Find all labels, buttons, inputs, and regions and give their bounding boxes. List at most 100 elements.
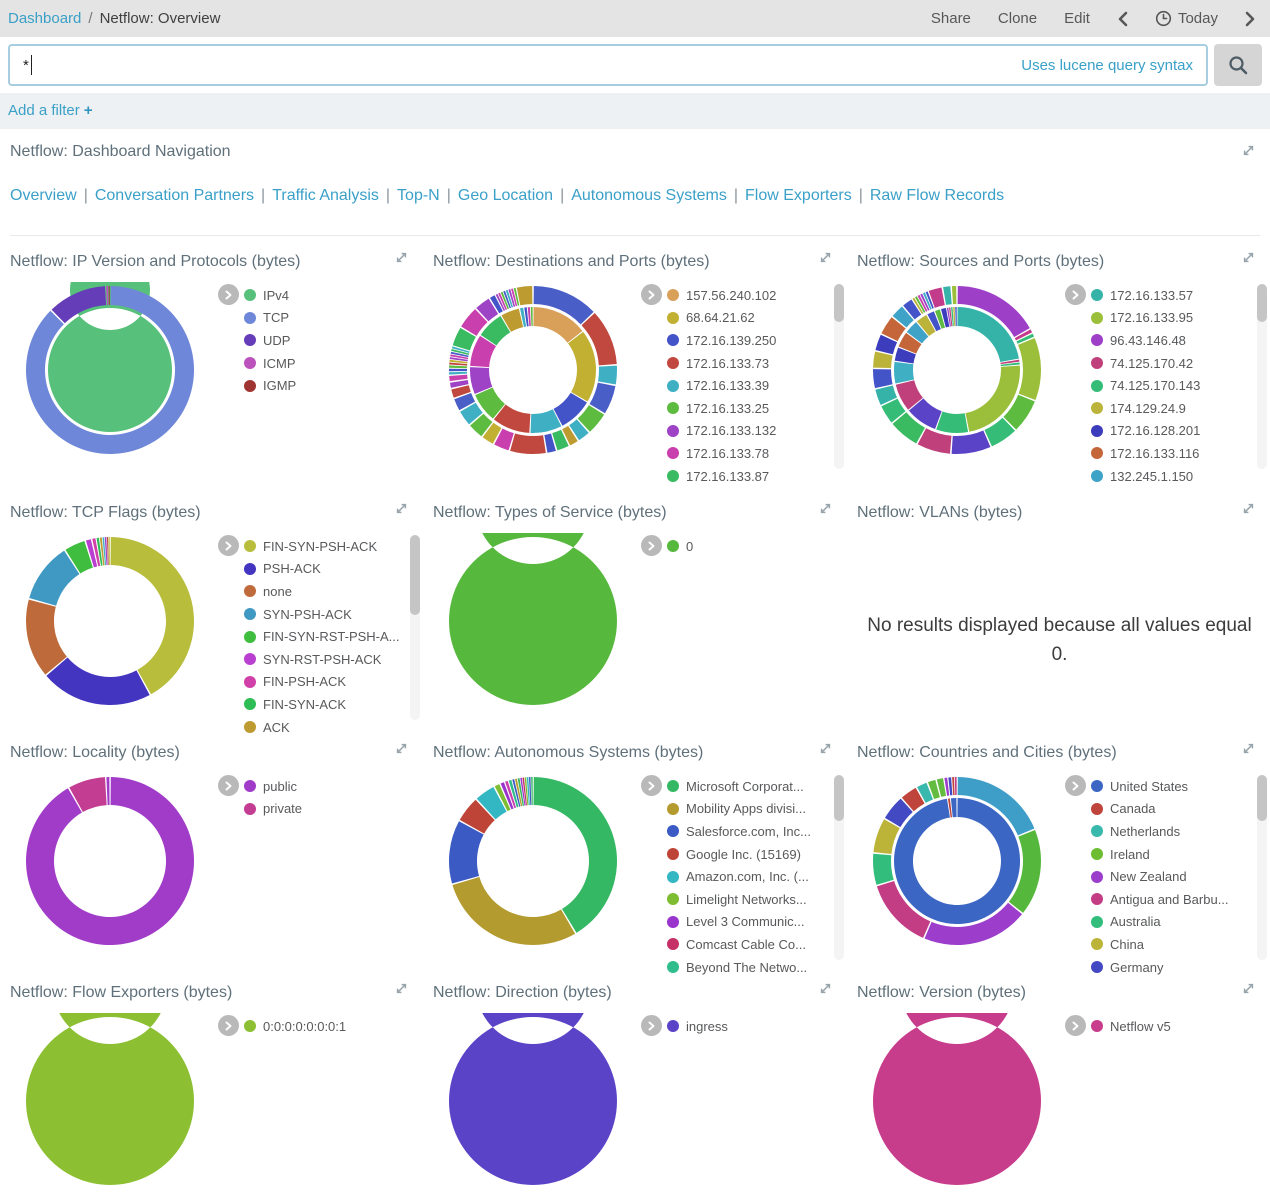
legend-item[interactable]: UDP xyxy=(244,329,296,352)
nav-link-overview[interactable]: Overview xyxy=(10,187,77,204)
legend-item[interactable]: Google Inc. (15169) xyxy=(667,843,811,866)
legend-item[interactable]: FIN-PSH-ACK xyxy=(244,671,400,694)
nav-link-traffic-analysis[interactable]: Traffic Analysis xyxy=(272,187,379,204)
nav-link-conversation-partners[interactable]: Conversation Partners xyxy=(94,187,255,204)
legend-item[interactable]: 172.16.133.78 xyxy=(667,442,776,465)
legend-scrollbar[interactable] xyxy=(410,535,420,720)
legend-item[interactable]: none xyxy=(244,580,400,603)
legend-item[interactable]: private xyxy=(244,798,302,821)
legend-scrollbar[interactable] xyxy=(1257,284,1267,469)
legend-item[interactable]: Australia xyxy=(1091,911,1229,934)
legend-item[interactable]: FIN-SYN-PSH-ACK xyxy=(244,535,400,558)
nav-link-flow-exporters[interactable]: Flow Exporters xyxy=(745,187,852,204)
legend-item[interactable]: TCP xyxy=(244,307,296,330)
legend-item[interactable]: SYN-RST-PSH-ACK xyxy=(244,648,400,671)
legend-item[interactable]: FIN-SYN-ACK xyxy=(244,693,400,716)
legend-item[interactable]: 172.16.128.201 xyxy=(1091,420,1200,443)
legend-toggle-icon[interactable] xyxy=(218,284,239,305)
legend-item[interactable]: SYN-PSH-ACK xyxy=(244,603,400,626)
scrollbar-thumb[interactable] xyxy=(834,775,844,821)
legend-item[interactable]: Limelight Networks... xyxy=(667,888,811,911)
legend-item[interactable]: Netherlands xyxy=(1091,820,1229,843)
legend-item[interactable]: 0:0:0:0:0:0:0:1 xyxy=(244,1015,346,1038)
donut-chart[interactable] xyxy=(22,533,198,709)
expand-icon[interactable] xyxy=(394,250,409,265)
legend-scrollbar[interactable] xyxy=(834,775,844,960)
legend-item[interactable]: Antigua and Barbu... xyxy=(1091,888,1229,911)
expand-icon[interactable] xyxy=(818,501,833,516)
nav-link-top-n[interactable]: Top-N xyxy=(397,187,440,204)
legend-item[interactable]: FIN-SYN-RST-PSH-A... xyxy=(244,625,400,648)
legend-item[interactable]: IPv4 xyxy=(244,284,296,307)
legend-item[interactable]: 174.129.24.9 xyxy=(1091,397,1200,420)
legend-item[interactable]: 172.16.133.132 xyxy=(667,420,776,443)
legend-item[interactable]: Amazon.com, Inc. (... xyxy=(667,865,811,888)
donut-chart[interactable] xyxy=(445,282,621,458)
legend-item[interactable]: Salesforce.com, Inc... xyxy=(667,820,811,843)
legend-item[interactable]: 172.16.133.73 xyxy=(667,352,776,375)
legend-item[interactable]: Microsoft Corporat... xyxy=(667,775,811,798)
legend-item[interactable]: 172.16.133.25 xyxy=(667,397,776,420)
legend-item[interactable]: 172.16.133.57 xyxy=(1091,284,1200,307)
legend-item[interactable]: 0 xyxy=(667,535,693,558)
legend-item[interactable]: 132.245.1.150 xyxy=(1091,465,1200,488)
nav-link-autonomous-systems[interactable]: Autonomous Systems xyxy=(571,187,727,204)
add-filter-button[interactable]: Add a filter + xyxy=(8,102,93,119)
edit-button[interactable]: Edit xyxy=(1064,10,1090,27)
legend-item[interactable]: Beyond The Netwo... xyxy=(667,956,811,979)
expand-icon[interactable] xyxy=(818,981,833,996)
legend-item[interactable]: 68.64.21.62 xyxy=(667,307,776,330)
legend-item[interactable]: ACK xyxy=(244,716,400,739)
donut-chart[interactable] xyxy=(22,773,198,949)
legend-item[interactable]: 157.56.240.102 xyxy=(667,284,776,307)
scrollbar-thumb[interactable] xyxy=(410,535,420,615)
share-button[interactable]: Share xyxy=(930,10,971,27)
search-input[interactable]: * Uses lucene query syntax xyxy=(8,44,1208,86)
time-picker-today-button[interactable]: Today xyxy=(1155,10,1218,27)
legend-item[interactable]: ingress xyxy=(667,1015,728,1038)
nav-link-geo-location[interactable]: Geo Location xyxy=(457,187,554,204)
legend-item[interactable]: China xyxy=(1091,933,1229,956)
search-button[interactable] xyxy=(1214,44,1262,86)
nav-link-raw-flow-records[interactable]: Raw Flow Records xyxy=(869,187,1005,204)
expand-icon[interactable] xyxy=(394,501,409,516)
legend-item[interactable]: 172.16.133.39 xyxy=(667,374,776,397)
expand-icon[interactable] xyxy=(1241,981,1256,996)
legend-item[interactable]: 74.125.170.143 xyxy=(1091,374,1200,397)
legend-item[interactable]: ICMP xyxy=(244,352,296,375)
legend-item[interactable]: 172.16.139.250 xyxy=(667,329,776,352)
donut-chart[interactable] xyxy=(22,282,198,458)
legend-item[interactable]: 172.16.133.95 xyxy=(1091,307,1200,330)
legend-item[interactable]: Netflow v5 xyxy=(1091,1015,1171,1038)
legend-item[interactable]: 96.43.146.48 xyxy=(1091,329,1200,352)
time-previous-button[interactable] xyxy=(1117,11,1128,27)
donut-chart[interactable] xyxy=(869,282,1045,458)
expand-icon[interactable] xyxy=(818,250,833,265)
time-next-button[interactable] xyxy=(1245,11,1256,27)
expand-icon[interactable] xyxy=(1241,143,1256,158)
legend-item[interactable]: Germany xyxy=(1091,956,1229,979)
legend-item[interactable]: Canada xyxy=(1091,798,1229,821)
expand-icon[interactable] xyxy=(818,741,833,756)
donut-chart[interactable] xyxy=(869,773,1045,949)
legend-item[interactable]: New Zealand xyxy=(1091,865,1229,888)
legend-item[interactable]: IGMP xyxy=(244,374,296,397)
donut-chart[interactable] xyxy=(445,533,621,709)
legend-scrollbar[interactable] xyxy=(834,284,844,469)
legend-toggle-icon[interactable] xyxy=(1065,284,1086,305)
donut-chart[interactable] xyxy=(869,1013,1045,1189)
legend-item[interactable]: Comcast Cable Co... xyxy=(667,933,811,956)
legend-toggle-icon[interactable] xyxy=(218,1015,239,1036)
legend-item[interactable]: United States xyxy=(1091,775,1229,798)
donut-chart[interactable] xyxy=(445,773,621,949)
legend-item[interactable]: 172.16.133.116 xyxy=(1091,442,1200,465)
legend-toggle-icon[interactable] xyxy=(218,775,239,796)
legend-toggle-icon[interactable] xyxy=(1065,1015,1086,1036)
legend-toggle-icon[interactable] xyxy=(641,1015,662,1036)
legend-item[interactable]: 172.16.133.87 xyxy=(667,465,776,488)
expand-icon[interactable] xyxy=(394,981,409,996)
legend-toggle-icon[interactable] xyxy=(1065,775,1086,796)
lucene-syntax-link[interactable]: Uses lucene query syntax xyxy=(1021,56,1193,74)
legend-toggle-icon[interactable] xyxy=(641,284,662,305)
breadcrumb-dashboard-link[interactable]: Dashboard xyxy=(8,10,82,27)
